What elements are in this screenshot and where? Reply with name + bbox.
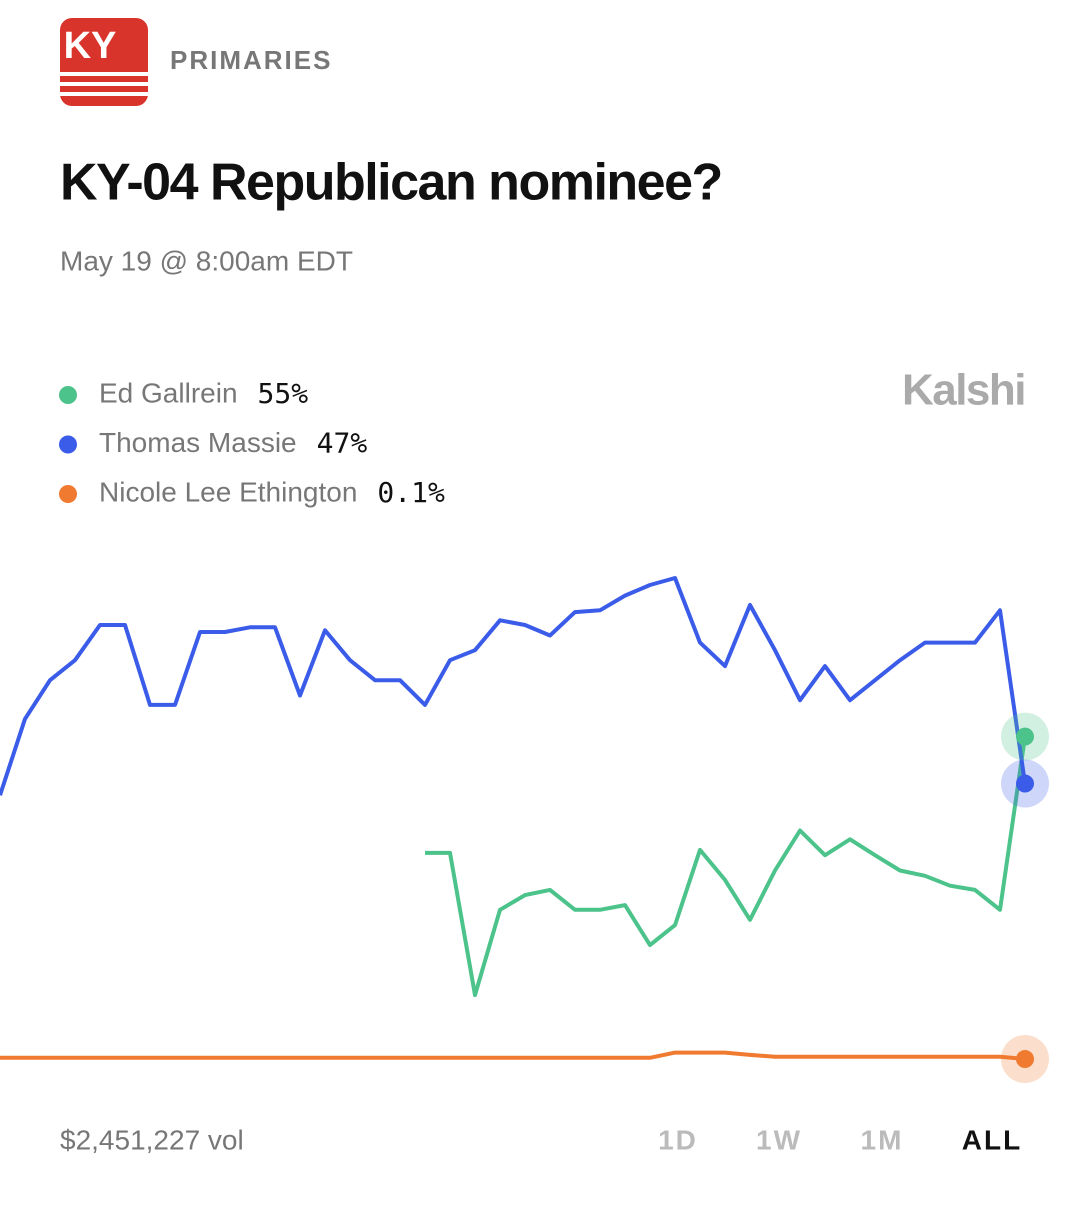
badge-stripe xyxy=(60,72,148,76)
chart-title: KY-04 Republican nominee? xyxy=(60,154,722,212)
category: PRIMARIES xyxy=(170,45,332,75)
volume: $2,451,227 vol xyxy=(60,1124,244,1155)
legend-dot xyxy=(59,386,77,404)
badge-stripe xyxy=(60,92,148,96)
legend-dot xyxy=(59,485,77,503)
end-point xyxy=(1016,727,1034,746)
legend-label: Thomas Massie xyxy=(99,427,297,458)
range-button[interactable]: 1D xyxy=(658,1124,698,1155)
plot xyxy=(0,576,1049,1084)
series-line xyxy=(425,736,1027,997)
series-line xyxy=(0,576,1027,796)
range-button[interactable]: 1W xyxy=(756,1124,802,1155)
range-button[interactable]: 1M xyxy=(861,1124,904,1155)
state-badge: KY xyxy=(60,18,148,106)
subtitle: May 19 @ 8:00am EDT xyxy=(60,245,353,276)
end-point xyxy=(1016,774,1034,793)
legend-label: Ed Gallrein xyxy=(99,377,238,408)
end-point xyxy=(1016,1050,1034,1069)
badge-stripe xyxy=(60,82,148,86)
legend-value: 55% xyxy=(258,377,309,410)
series-line xyxy=(0,1050,1026,1061)
badge-text: KY xyxy=(64,25,117,67)
legend-dot xyxy=(59,435,77,454)
legend-value: 0.1% xyxy=(377,476,445,509)
range-button[interactable]: ALL xyxy=(962,1124,1022,1155)
legend-label: Nicole Lee Ethington xyxy=(99,476,357,507)
source-logo: Kalshi xyxy=(902,366,1025,415)
legend-value: 47% xyxy=(317,427,368,460)
